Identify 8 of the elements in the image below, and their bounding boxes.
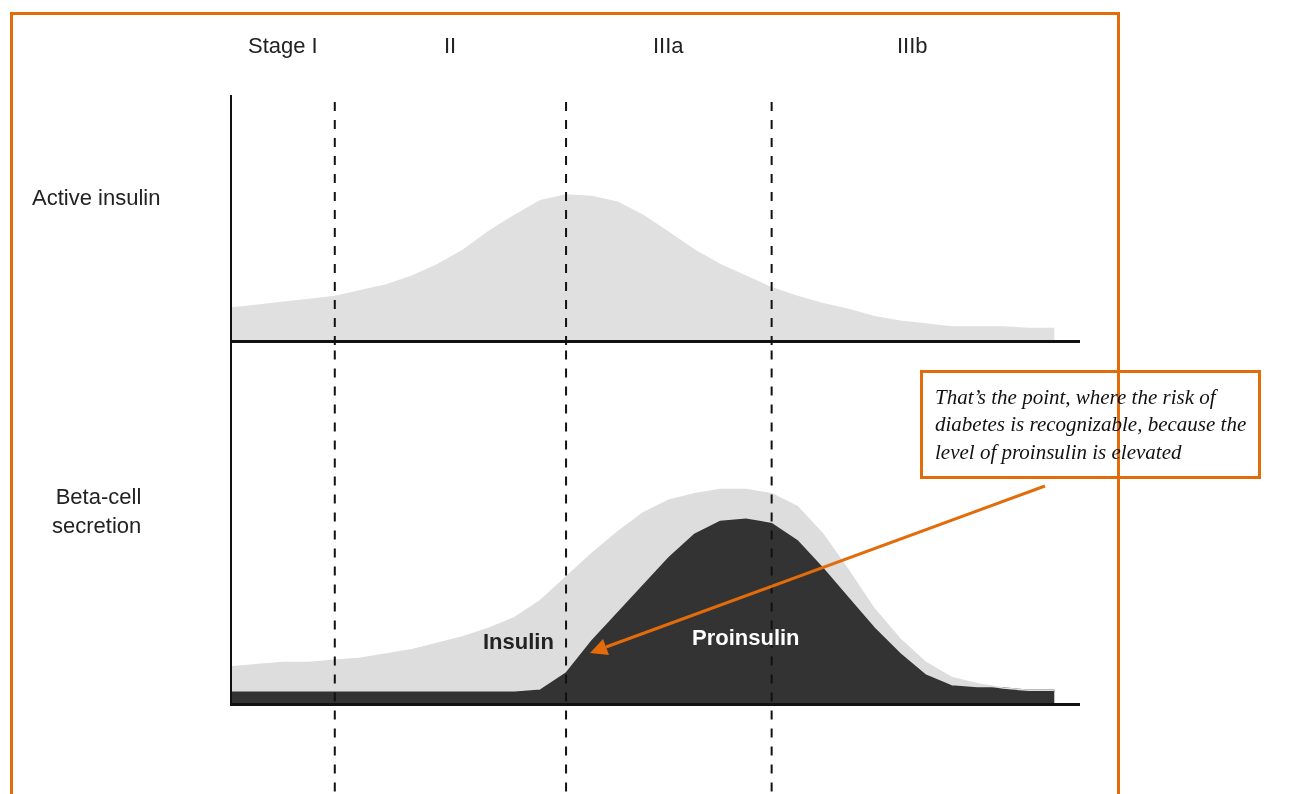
series-label: Insulin [483, 629, 554, 654]
y-axis-title: Active insulin [32, 185, 161, 210]
text: Stage I [248, 33, 318, 58]
text: IIIa [653, 33, 685, 58]
text: IIIb [897, 33, 928, 58]
series-label: Proinsulin [692, 625, 800, 650]
y-axis-title: Beta-cell secretion [52, 484, 142, 538]
text: II [444, 33, 457, 58]
